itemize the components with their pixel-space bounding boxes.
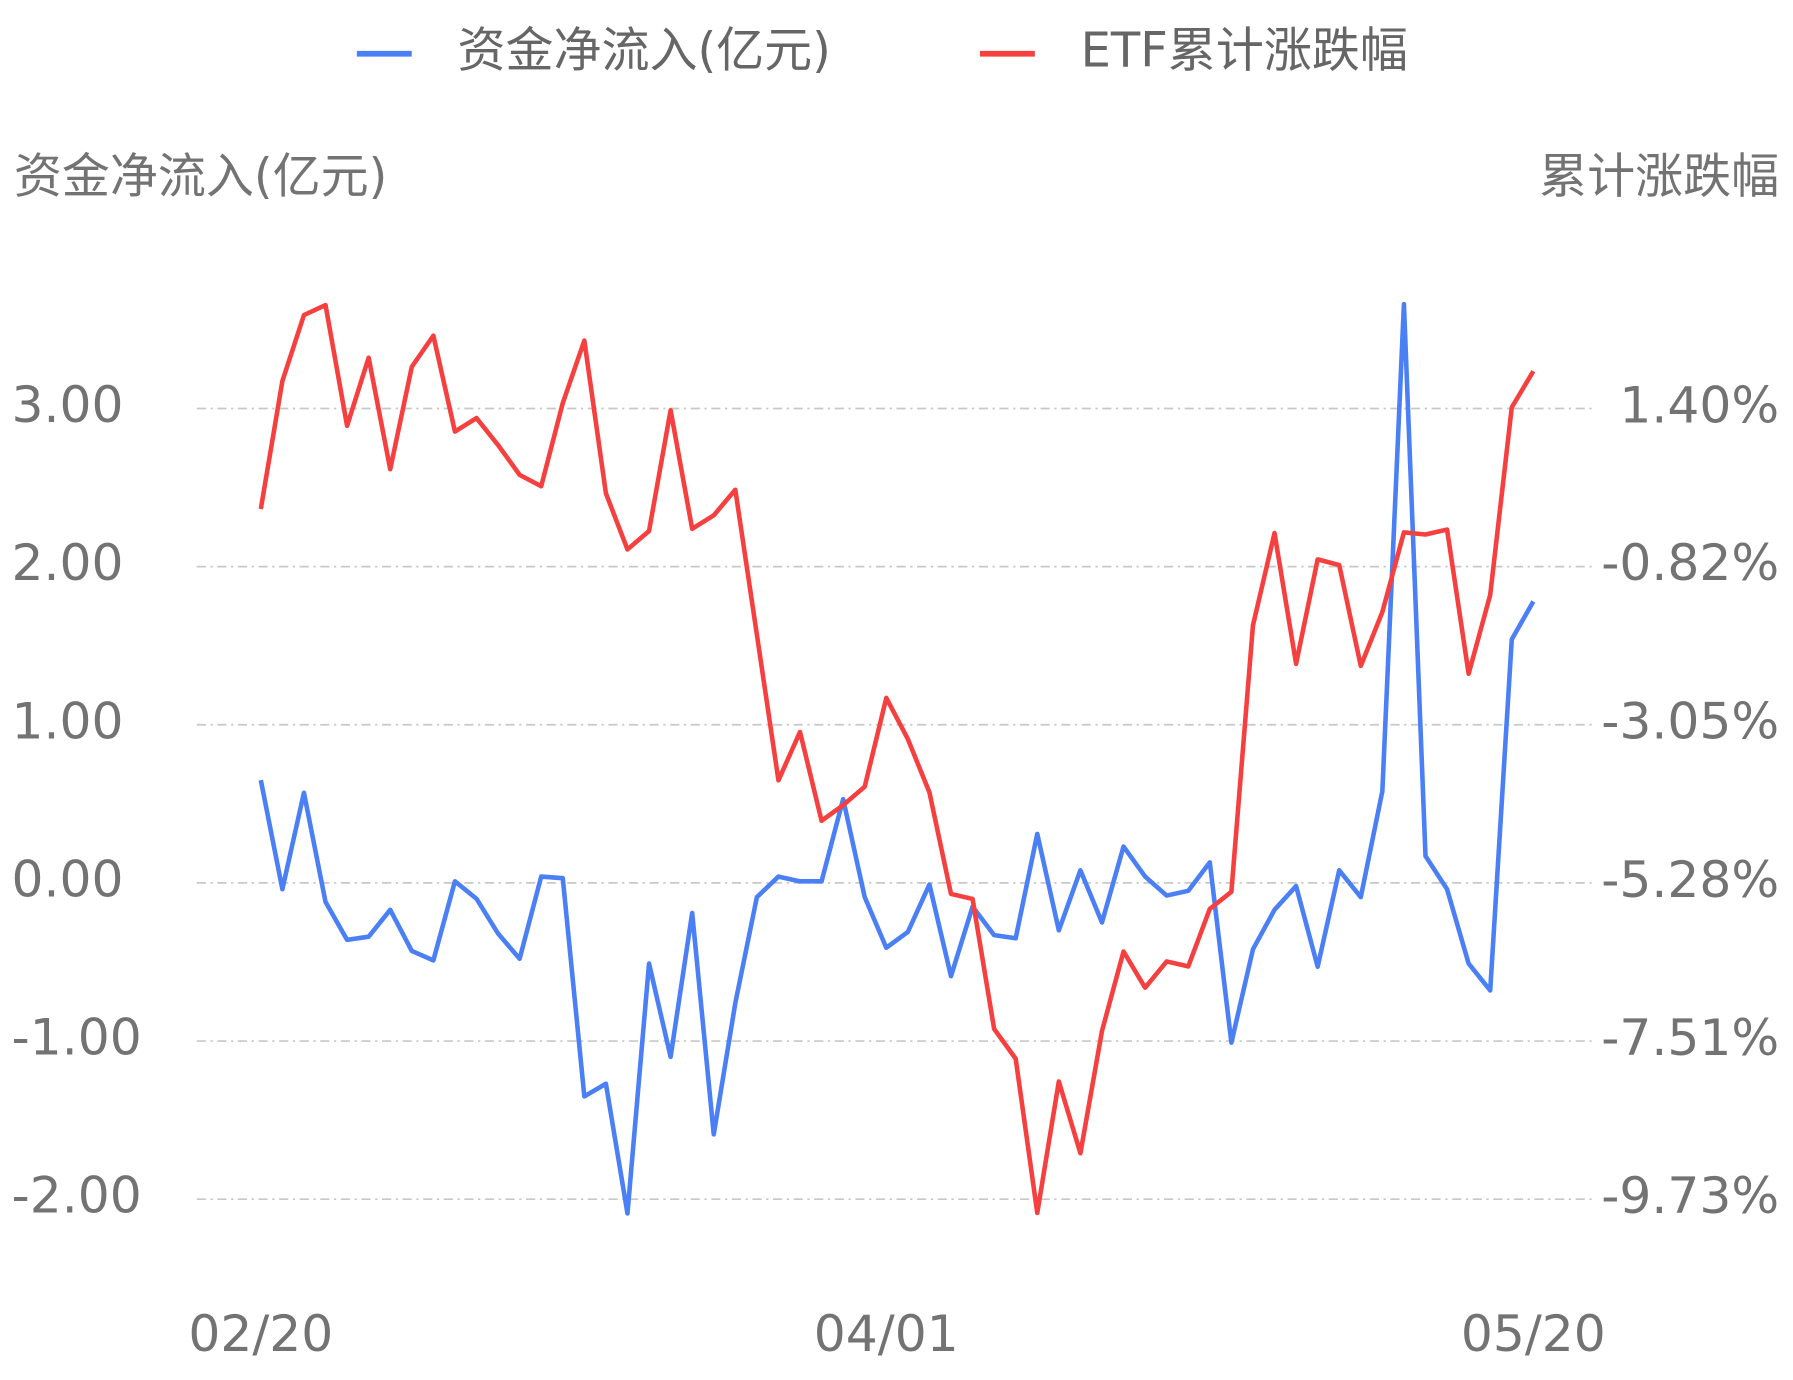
y-tick-label: 0.00: [12, 849, 124, 908]
y2-tick-label: -3.05%: [1601, 691, 1779, 750]
y2-tick-label: -0.82%: [1601, 533, 1779, 592]
x-tick-label: 05/20: [1461, 1304, 1606, 1363]
x-tick-label: 02/20: [188, 1304, 333, 1363]
legend-label: 资金净流入(亿元): [457, 23, 830, 79]
series-line: [258, 301, 1536, 1216]
y-tick-label: -1.00: [12, 1008, 142, 1067]
y-axis-title: 资金净流入(亿元): [14, 149, 387, 205]
y-tick-label: 1.00: [12, 691, 124, 750]
y2-tick-label: -9.73%: [1601, 1166, 1779, 1225]
y-tick-label: 3.00: [12, 375, 124, 434]
y2-tick-label: -7.51%: [1601, 1008, 1779, 1067]
x-tick-label: 04/01: [814, 1304, 959, 1363]
y2-tick-label: -5.28%: [1601, 850, 1779, 909]
legend-label: ETF累计涨跌幅: [1081, 23, 1408, 79]
y2-tick-label: 1.40%: [1619, 375, 1779, 434]
y2-axis-title: 累计涨跌幅: [1539, 149, 1779, 205]
y-tick-label: 2.00: [12, 533, 124, 592]
series-line: [258, 302, 1536, 1216]
y-tick-label: -2.00: [12, 1166, 142, 1225]
